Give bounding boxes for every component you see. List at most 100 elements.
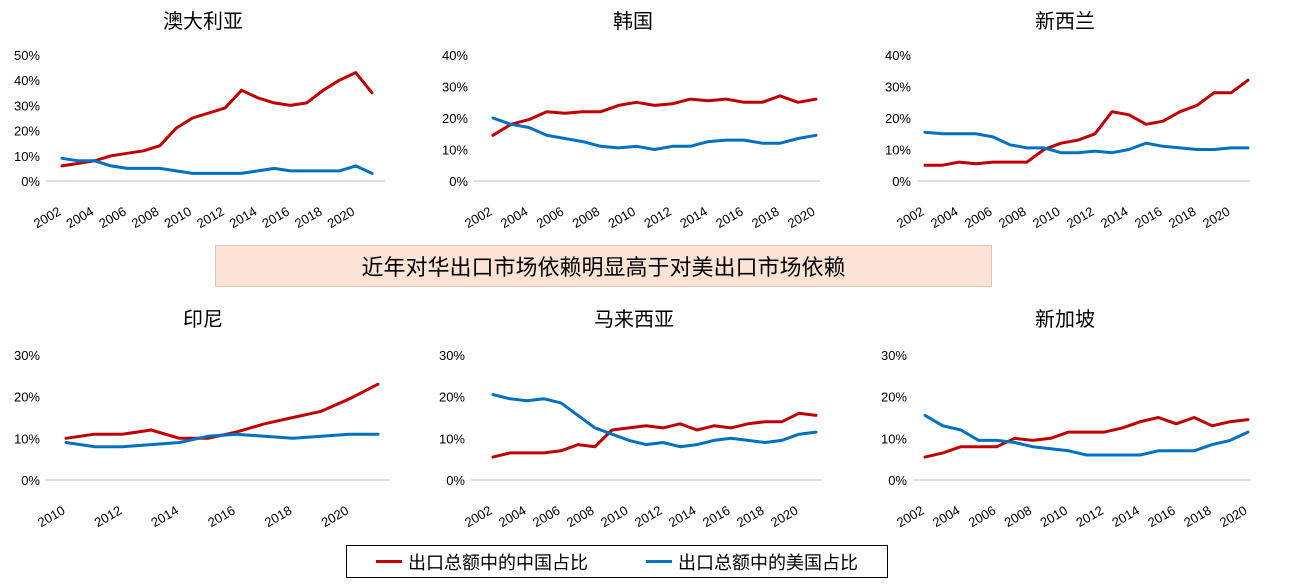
x-tick-label: 2020 bbox=[785, 204, 818, 231]
y-tick-label: 20% bbox=[14, 124, 40, 139]
x-tick-label: 2012 bbox=[194, 204, 227, 231]
y-tick-label: 30% bbox=[14, 348, 40, 363]
x-tick-label: 2006 bbox=[966, 503, 999, 530]
x-tick-label: 2014 bbox=[227, 204, 260, 231]
x-tick-label: 2016 bbox=[205, 503, 238, 530]
x-tick-label: 2002 bbox=[462, 503, 495, 530]
series-line-usa bbox=[923, 130, 1250, 155]
series-line-china bbox=[64, 382, 380, 440]
x-tick-label: 2020 bbox=[1217, 503, 1250, 530]
series-line-usa bbox=[64, 432, 380, 449]
x-tick-label: 2004 bbox=[64, 204, 97, 231]
x-tick-label: 2012 bbox=[641, 204, 674, 231]
x-tick-label: 2020 bbox=[1200, 204, 1233, 231]
x-tick-label: 2010 bbox=[1030, 204, 1063, 231]
y-tick-label: 30% bbox=[14, 98, 40, 113]
series-line-china bbox=[491, 94, 818, 137]
x-tick-label: 2020 bbox=[768, 503, 801, 530]
x-tick-label: 2010 bbox=[161, 204, 194, 231]
x-tick-label: 2012 bbox=[92, 503, 125, 530]
series-line-usa bbox=[923, 413, 1250, 457]
y-tick-label: 40% bbox=[885, 48, 911, 63]
legend-swatch-usa bbox=[646, 560, 672, 563]
x-tick-label: 2018 bbox=[1166, 204, 1199, 231]
chart-panel-2: 韩国 0% 10% 20% 30% 40% 2002 2004 2006 2008 2010 2012… bbox=[442, 9, 820, 231]
y-tick-label: 10% bbox=[14, 149, 40, 164]
x-tick-label: 2020 bbox=[325, 204, 358, 231]
series-line-usa bbox=[491, 393, 818, 449]
y-tick-label: 0% bbox=[888, 473, 907, 488]
y-tick-label: 20% bbox=[885, 111, 911, 126]
x-tick-label: 2012 bbox=[632, 503, 665, 530]
x-tick-label: 2020 bbox=[319, 503, 352, 530]
x-tick-label: 2004 bbox=[930, 503, 963, 530]
x-tick-label: 2008 bbox=[996, 204, 1029, 231]
x-tick-label: 2004 bbox=[928, 204, 961, 231]
series-line-china bbox=[60, 71, 374, 168]
x-tick-label: 2002 bbox=[894, 503, 927, 530]
x-tick-label: 2008 bbox=[129, 204, 162, 231]
y-tick-label: 20% bbox=[439, 390, 465, 405]
chart-title: 新加坡 bbox=[1035, 307, 1095, 331]
y-tick-label: 30% bbox=[881, 348, 907, 363]
y-tick-label: 10% bbox=[14, 431, 40, 446]
y-tick-label: 20% bbox=[442, 111, 468, 126]
x-tick-label: 2018 bbox=[262, 503, 295, 530]
legend-label-usa: 出口总额中的美国占比 bbox=[678, 552, 858, 574]
y-tick-label: 0% bbox=[892, 174, 911, 189]
x-tick-label: 2016 bbox=[700, 503, 733, 530]
x-tick-label: 2008 bbox=[564, 503, 597, 530]
x-tick-label: 2014 bbox=[1098, 204, 1131, 231]
series-line-china bbox=[923, 78, 1250, 167]
y-tick-label: 40% bbox=[14, 73, 40, 88]
y-tick-label: 0% bbox=[449, 174, 468, 189]
x-tick-label: 2014 bbox=[148, 503, 181, 530]
x-tick-label: 2018 bbox=[749, 204, 782, 231]
y-tick-label: 20% bbox=[14, 390, 40, 405]
legend-label-china: 出口总额中的中国占比 bbox=[408, 552, 588, 574]
summary-banner: 近年对华出口市场依赖明显高于对美出口市场依赖 bbox=[215, 245, 992, 287]
x-tick-label: 2006 bbox=[96, 204, 129, 231]
y-tick-label: 30% bbox=[439, 348, 465, 363]
chart-title: 澳大利亚 bbox=[163, 9, 243, 33]
y-tick-label: 10% bbox=[442, 143, 468, 158]
y-tick-label: 0% bbox=[21, 174, 40, 189]
x-tick-label: 2014 bbox=[666, 503, 699, 530]
x-tick-label: 2016 bbox=[259, 204, 292, 231]
y-tick-label: 40% bbox=[442, 48, 468, 63]
x-tick-label: 2008 bbox=[1002, 503, 1035, 530]
x-tick-label: 2018 bbox=[734, 503, 767, 530]
x-tick-label: 2014 bbox=[1109, 503, 1142, 530]
series-line-usa bbox=[60, 156, 374, 175]
legend-item-usa: 出口总额中的美国占比 bbox=[646, 549, 858, 575]
legend-swatch-china bbox=[376, 560, 402, 563]
x-tick-label: 2006 bbox=[962, 204, 995, 231]
x-tick-label: 2018 bbox=[1181, 503, 1214, 530]
x-tick-label: 2016 bbox=[713, 204, 746, 231]
y-tick-label: 0% bbox=[21, 473, 40, 488]
legend-item-china: 出口总额中的中国占比 bbox=[376, 549, 588, 575]
chart-title: 韩国 bbox=[613, 9, 653, 33]
x-tick-label: 2014 bbox=[677, 204, 710, 231]
series-line-usa bbox=[491, 116, 818, 151]
x-tick-label: 2004 bbox=[498, 204, 531, 231]
series-line-china bbox=[923, 416, 1250, 459]
x-tick-label: 2010 bbox=[1038, 503, 1071, 530]
chart-title: 马来西亚 bbox=[594, 307, 674, 331]
x-tick-label: 2002 bbox=[31, 204, 64, 231]
x-tick-label: 2006 bbox=[530, 503, 563, 530]
x-tick-label: 2016 bbox=[1145, 503, 1178, 530]
y-tick-label: 10% bbox=[885, 143, 911, 158]
chart-legend: 出口总额中的中国占比 出口总额中的美国占比 bbox=[346, 545, 888, 578]
x-tick-label: 2018 bbox=[292, 204, 325, 231]
chart-panel-4: 印尼 0% 10% 20% 30% 2010 2012 2014 2016 2018 2020 bbox=[14, 307, 390, 530]
summary-banner-text: 近年对华出口市场依赖明显高于对美出口市场依赖 bbox=[361, 256, 846, 281]
y-tick-label: 30% bbox=[442, 80, 468, 95]
x-tick-label: 2004 bbox=[496, 503, 529, 530]
x-tick-label: 2006 bbox=[534, 204, 567, 231]
y-tick-label: 10% bbox=[439, 431, 465, 446]
y-tick-label: 30% bbox=[885, 80, 911, 95]
